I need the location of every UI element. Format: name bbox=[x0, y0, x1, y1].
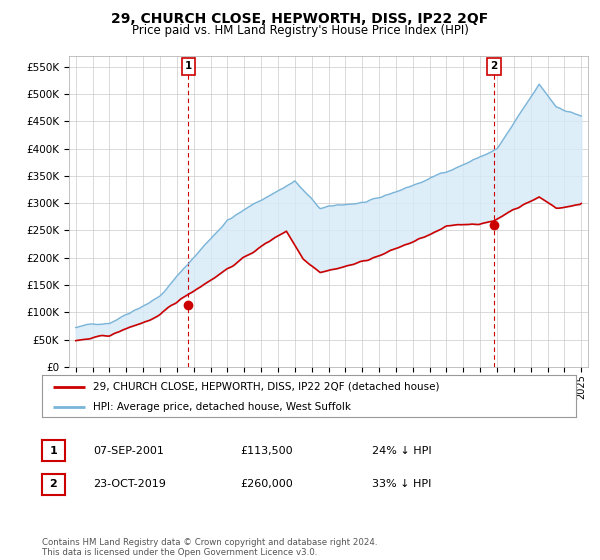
Text: £113,500: £113,500 bbox=[240, 446, 293, 456]
Text: Price paid vs. HM Land Registry's House Price Index (HPI): Price paid vs. HM Land Registry's House … bbox=[131, 24, 469, 37]
Text: Contains HM Land Registry data © Crown copyright and database right 2024.
This d: Contains HM Land Registry data © Crown c… bbox=[42, 538, 377, 557]
Text: 1: 1 bbox=[50, 446, 57, 456]
Text: £260,000: £260,000 bbox=[240, 479, 293, 489]
Text: 2: 2 bbox=[50, 479, 57, 489]
Text: 1: 1 bbox=[185, 62, 192, 72]
Text: HPI: Average price, detached house, West Suffolk: HPI: Average price, detached house, West… bbox=[93, 402, 351, 412]
Text: 07-SEP-2001: 07-SEP-2001 bbox=[93, 446, 164, 456]
Text: 2: 2 bbox=[490, 62, 497, 72]
Text: 29, CHURCH CLOSE, HEPWORTH, DISS, IP22 2QF: 29, CHURCH CLOSE, HEPWORTH, DISS, IP22 2… bbox=[112, 12, 488, 26]
Text: 29, CHURCH CLOSE, HEPWORTH, DISS, IP22 2QF (detached house): 29, CHURCH CLOSE, HEPWORTH, DISS, IP22 2… bbox=[93, 382, 439, 392]
Text: 33% ↓ HPI: 33% ↓ HPI bbox=[372, 479, 431, 489]
Text: 24% ↓ HPI: 24% ↓ HPI bbox=[372, 446, 431, 456]
Text: 23-OCT-2019: 23-OCT-2019 bbox=[93, 479, 166, 489]
